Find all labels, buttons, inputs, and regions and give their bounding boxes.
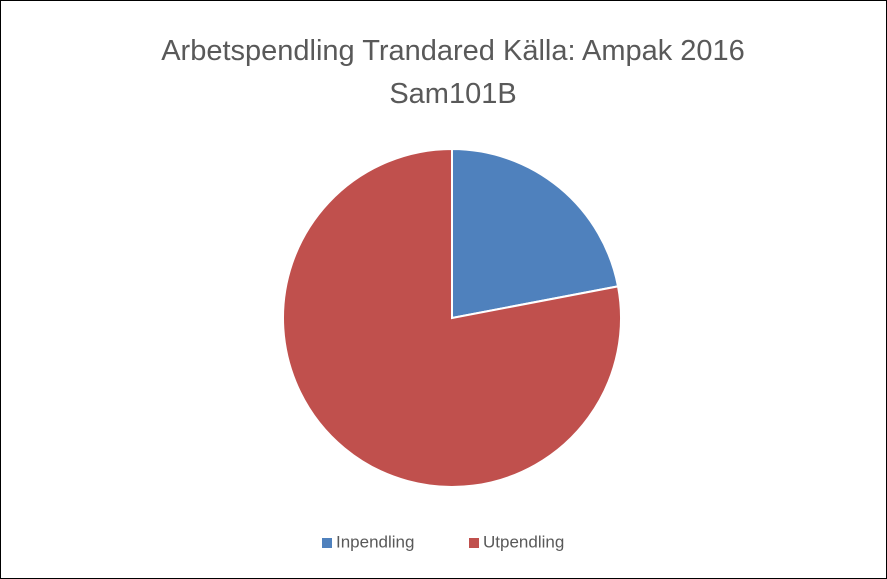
chart-title: Arbetspendling Trandared Källa: Ampak 20… xyxy=(161,35,745,110)
legend-label: Utpendling xyxy=(483,532,564,551)
legend-swatch xyxy=(322,538,332,548)
legend-swatch xyxy=(469,538,479,548)
legend-label: Inpendling xyxy=(336,532,414,551)
pie-slice xyxy=(282,147,622,488)
pie-slice xyxy=(451,147,620,320)
